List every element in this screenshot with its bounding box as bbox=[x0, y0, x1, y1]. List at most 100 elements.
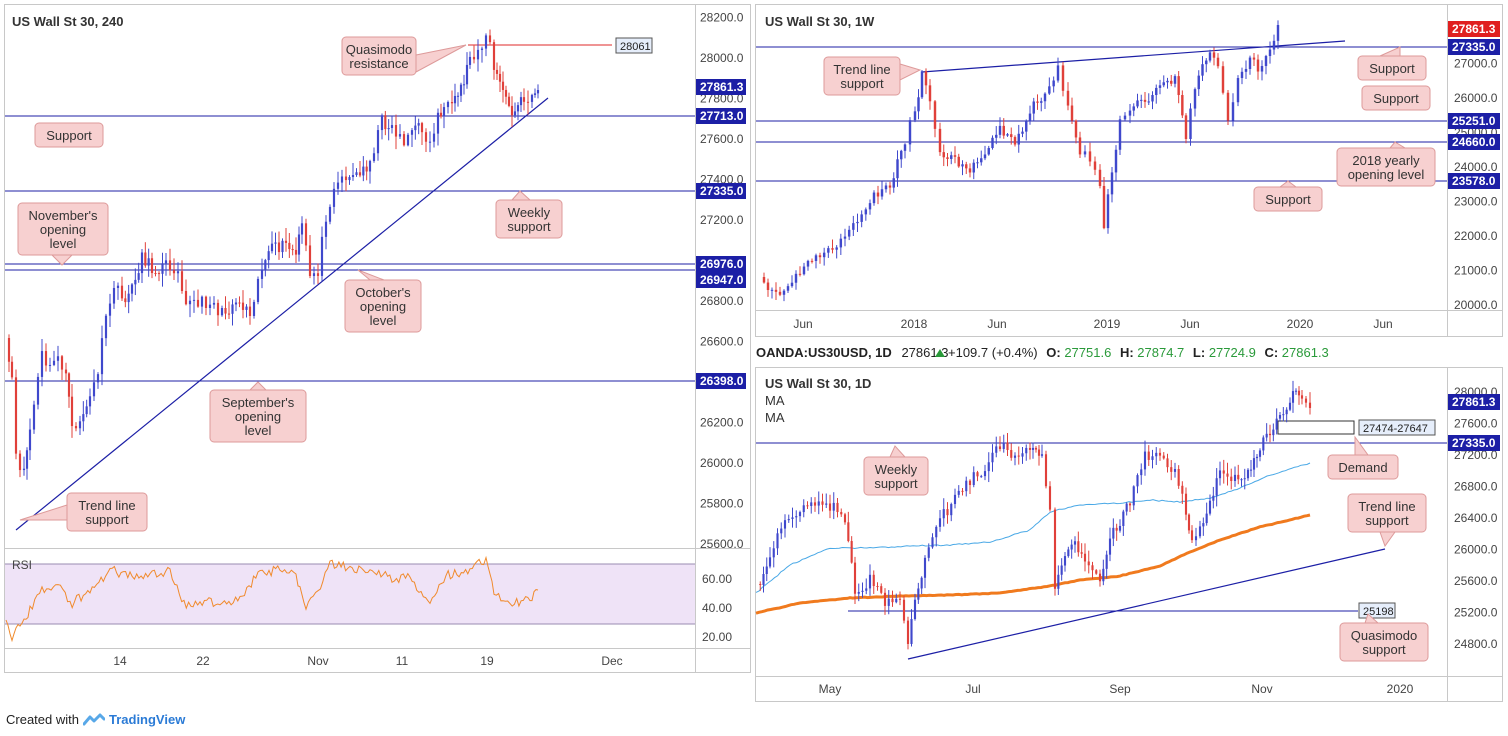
d1-candle-body bbox=[810, 502, 813, 506]
h4-candle-104 bbox=[387, 119, 390, 141]
w1-candle-86 bbox=[1106, 189, 1110, 234]
d1-candle-body bbox=[1155, 452, 1158, 457]
h4-candle-131 bbox=[484, 33, 488, 57]
h4-candle-114 bbox=[424, 128, 428, 152]
d1-candle-153 bbox=[1300, 390, 1304, 405]
d1-candle-body bbox=[1122, 511, 1125, 526]
h4-note-septembers-opening-level-line: September's bbox=[222, 395, 295, 410]
w1-candle-99 bbox=[1158, 79, 1162, 95]
w1-candle-2 bbox=[766, 278, 770, 297]
d1-candle-2 bbox=[762, 566, 765, 593]
h4-candle-85 bbox=[316, 263, 320, 284]
h4-candle-body bbox=[456, 95, 460, 97]
h4-candle-body bbox=[281, 240, 284, 253]
d1-candle-body bbox=[1166, 458, 1169, 468]
h4-candle-body bbox=[480, 48, 484, 50]
d1-legend-ma-1: MA bbox=[765, 393, 785, 408]
d1-candle-body bbox=[772, 548, 775, 558]
h4-candle-83 bbox=[308, 234, 312, 279]
w1-candle-body bbox=[946, 157, 949, 159]
d1-candle-62 bbox=[983, 464, 987, 481]
h4-candle-93 bbox=[348, 175, 351, 185]
d1-candle-48 bbox=[931, 533, 934, 549]
d1-candle-19 bbox=[825, 493, 828, 509]
d1-candle-123 bbox=[1202, 517, 1205, 536]
h4-x-tick: 19 bbox=[480, 654, 494, 668]
d1-candle-64 bbox=[991, 444, 994, 472]
w1-x-tick: Jun bbox=[1373, 317, 1392, 331]
h4-candle-53 bbox=[200, 295, 204, 314]
h4-candle-body bbox=[130, 284, 134, 294]
d1-note-trendline-support-pointer bbox=[1379, 531, 1396, 548]
d1-candle-127 bbox=[1215, 468, 1218, 507]
h4-candle-94 bbox=[351, 163, 355, 181]
d1-candle-body bbox=[1294, 390, 1298, 392]
d1-candle-135 bbox=[1243, 468, 1246, 490]
h4-note-septembers-opening-level-line: opening bbox=[235, 409, 281, 424]
svg-text:+109.7 (+0.4%) O:: +109.7 (+0.4%) O: 27751.6 H: 27874.7 L: … bbox=[948, 345, 1329, 360]
w1-candle-18 bbox=[831, 239, 834, 254]
d1-candle-119 bbox=[1187, 513, 1191, 534]
d1-candle-body bbox=[853, 562, 857, 594]
w1-note-2018-yearly-opening-level: 2018 yearly opening level bbox=[1336, 141, 1436, 187]
h4-candle-101 bbox=[376, 124, 380, 161]
h4-candle-body bbox=[390, 125, 394, 129]
w1-candle-106 bbox=[1184, 113, 1188, 144]
h4-candle-body bbox=[510, 105, 514, 116]
h4-candle-121 bbox=[450, 90, 454, 114]
h4-note-octobers-opening-level-text: October's opening level bbox=[355, 285, 411, 328]
h4-candle-48 bbox=[180, 260, 184, 294]
h4-price-label-26976.0: 26976.0 bbox=[700, 257, 744, 271]
w1-chart[interactable]: US Wall St 30, 1W 28000.027000.026000.02… bbox=[756, 5, 1502, 337]
d1-candle-body bbox=[902, 599, 906, 621]
h4-candle-59 bbox=[224, 296, 227, 320]
d1-candle-body bbox=[923, 557, 927, 578]
footer-prefix: Created with bbox=[6, 712, 79, 727]
h4-candle-body bbox=[516, 105, 520, 112]
w1-note-support-2-bubble bbox=[1361, 85, 1431, 111]
w1-note-support-2-text: Support bbox=[1373, 91, 1419, 106]
d1-candle-body bbox=[1218, 470, 1222, 479]
w1-candle-82 bbox=[1088, 142, 1092, 167]
h4-candle-7 bbox=[28, 418, 32, 460]
h4-candle-body bbox=[10, 361, 14, 378]
d1-tag-demand-range: 27474-27647 bbox=[1363, 423, 1428, 435]
h4-chart[interactable]: US Wall St 30, 240 28200.028000.027800.0… bbox=[5, 5, 750, 673]
d1-candle-body bbox=[1268, 433, 1272, 436]
w1-price-label-27335.0: 27335.0 bbox=[1452, 40, 1496, 54]
d1-candle-141 bbox=[1262, 435, 1265, 456]
w1-candle-body bbox=[1276, 25, 1280, 41]
w1-candle-body bbox=[1052, 80, 1055, 87]
d1-note-weekly-support-line: Weekly bbox=[875, 462, 918, 477]
d1-candle-body bbox=[961, 490, 964, 492]
footer-brand[interactable]: TradingView bbox=[108, 712, 186, 727]
d1-note-trendline-support-line: Trend line bbox=[1358, 499, 1415, 514]
d1-candle-104 bbox=[1132, 485, 1135, 511]
d1-candle-68 bbox=[1006, 432, 1009, 457]
w1-candle-117 bbox=[1231, 93, 1235, 127]
h4-candle-78 bbox=[291, 244, 294, 256]
h4-candle-body bbox=[52, 360, 56, 365]
h4-candle-body bbox=[507, 96, 511, 106]
d1-chart[interactable]: US Wall St 30, 1D MA MA 28000.027600.027… bbox=[755, 368, 1502, 702]
d1-candle-18 bbox=[821, 493, 824, 512]
w1-candle-body bbox=[1070, 105, 1074, 121]
d1-candle-body bbox=[1170, 467, 1173, 472]
w1-candle-74 bbox=[1052, 76, 1055, 93]
h4-y-tick: 27200.0 bbox=[700, 213, 744, 227]
h4-y-tick: 28200.0 bbox=[700, 11, 744, 25]
w1-candle-body bbox=[1088, 151, 1092, 162]
w1-candle-body bbox=[1166, 80, 1169, 83]
h4-candle-73 bbox=[274, 232, 277, 256]
w1-candle-125 bbox=[1264, 54, 1268, 75]
h4-candle-70 bbox=[264, 258, 267, 277]
h4-candle-146 bbox=[533, 88, 537, 98]
w1-note-trendline-support-line: support bbox=[840, 76, 884, 91]
w1-candle-33 bbox=[892, 172, 895, 193]
h4-candle-12 bbox=[48, 357, 52, 372]
d1-candle-body bbox=[1181, 485, 1184, 494]
h4-candle-86 bbox=[320, 226, 324, 282]
h4-candle-body bbox=[424, 132, 428, 142]
d1-candle-body bbox=[825, 503, 828, 505]
